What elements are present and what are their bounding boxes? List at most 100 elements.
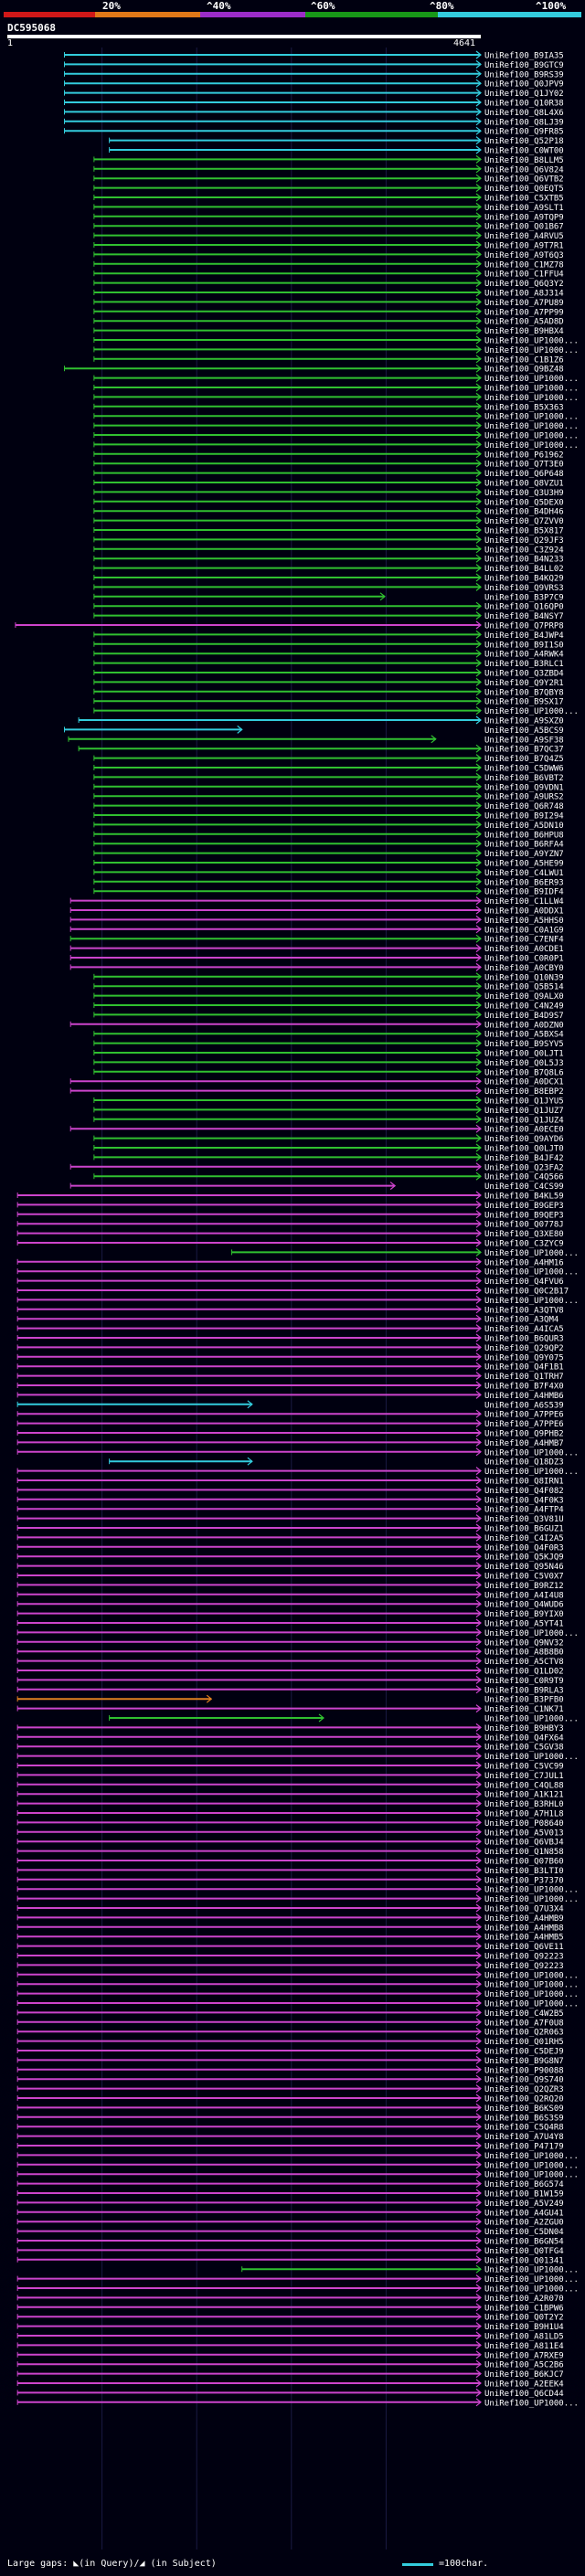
hit-label[interactable]: UniRef100_P37370	[484, 1876, 564, 1885]
hit-label[interactable]: UniRef100_UP1000...	[484, 1990, 579, 1999]
hit-label[interactable]: UniRef100_B9RS39	[484, 70, 564, 80]
hit-label[interactable]: UniRef100_A4HMB7	[484, 1439, 564, 1448]
hit-label[interactable]: UniRef100_A811E4	[484, 2342, 564, 2351]
hit-label[interactable]: UniRef100_B6RFA4	[484, 841, 564, 850]
hit-label[interactable]: UniRef100_Q1JYU5	[484, 1097, 564, 1107]
hit-label[interactable]: UniRef100_B3P7C9	[484, 593, 564, 602]
hit-label[interactable]: UniRef100_C5DEJ9	[484, 2048, 564, 2057]
hit-label[interactable]: UniRef100_A5BCS9	[484, 726, 564, 736]
hit-label[interactable]: UniRef100_C3ZYC9	[484, 1240, 564, 1249]
hit-label[interactable]: UniRef100_B9SYV5	[484, 1040, 564, 1049]
hit-label[interactable]: UniRef100_Q29JF3	[484, 536, 564, 546]
hit-label[interactable]: UniRef100_Q0L5J3	[484, 1059, 564, 1068]
hit-label[interactable]: UniRef100_B6ER93	[484, 878, 564, 887]
hit-label[interactable]: UniRef100_B9I1S0	[484, 641, 564, 650]
hit-label[interactable]: UniRef100_UP1000...	[484, 1715, 579, 1724]
hit-label[interactable]: UniRef100_Q9Y075	[484, 1353, 564, 1362]
hit-label[interactable]: UniRef100_A0DDX1	[484, 907, 564, 917]
hit-label[interactable]: UniRef100_A9SLT1	[484, 204, 564, 213]
hit-label[interactable]: UniRef100_C5Q4R8	[484, 2124, 564, 2133]
hit-label[interactable]: UniRef100_C1B1Z6	[484, 355, 564, 365]
hit-label[interactable]: UniRef100_B3RLC1	[484, 660, 564, 669]
hit-label[interactable]: UniRef100_Q5KJQ9	[484, 1553, 564, 1563]
hit-label[interactable]: UniRef100_B9YIX0	[484, 1610, 564, 1619]
hit-label[interactable]: UniRef100_UP1000...	[484, 1297, 579, 1306]
hit-label[interactable]: UniRef100_A5HE99	[484, 860, 564, 869]
hit-label[interactable]: UniRef100_Q8IRN1	[484, 1478, 564, 1487]
hit-label[interactable]: UniRef100_UP1000...	[484, 1448, 579, 1458]
hit-label[interactable]: UniRef100_Q1JY02	[484, 90, 564, 99]
hit-label[interactable]: UniRef100_Q1LD02	[484, 1668, 564, 1677]
hit-label[interactable]: UniRef100_A4HMB6	[484, 1392, 564, 1401]
hit-label[interactable]: UniRef100_A4RVU5	[484, 232, 564, 241]
hit-label[interactable]: UniRef100_A5BXS4	[484, 1031, 564, 1040]
hit-label[interactable]: UniRef100_UP1000...	[484, 1971, 579, 1980]
hit-label[interactable]: UniRef100_A0DZN0	[484, 1021, 564, 1030]
hit-label[interactable]: UniRef100_Q4FX64	[484, 1733, 564, 1743]
hit-label[interactable]: UniRef100_UP1000...	[484, 422, 579, 431]
hit-label[interactable]: UniRef100_UP1000...	[484, 2275, 579, 2284]
hit-label[interactable]: UniRef100_A4HMB9	[484, 1914, 564, 1924]
hit-label[interactable]: UniRef100_A7PU89	[484, 299, 564, 308]
hit-label[interactable]: UniRef100_P90088	[484, 2066, 564, 2075]
hit-label[interactable]: UniRef100_UP1000...	[484, 707, 579, 716]
hit-label[interactable]: UniRef100_A5HHS0	[484, 917, 564, 926]
hit-label[interactable]: UniRef100_B4NSY7	[484, 612, 564, 621]
hit-label[interactable]: UniRef100_UP1000...	[484, 385, 579, 394]
hit-label[interactable]: UniRef100_Q8L4X6	[484, 109, 564, 118]
hit-label[interactable]: UniRef100_Q16QP0	[484, 603, 564, 612]
hit-label[interactable]: UniRef100_Q1JUZ4	[484, 1116, 564, 1125]
hit-label[interactable]: UniRef100_B8LLM5	[484, 156, 564, 165]
hit-label[interactable]: UniRef100_Q52P18	[484, 137, 564, 146]
hit-label[interactable]: UniRef100_Q6Q3Y2	[484, 280, 564, 289]
hit-label[interactable]: UniRef100_Q7ZVV0	[484, 517, 564, 526]
hit-label[interactable]: UniRef100_B6QUR3	[484, 1335, 564, 1344]
hit-label[interactable]: UniRef100_Q07B60	[484, 1858, 564, 1867]
hit-label[interactable]: UniRef100_B4JWP4	[484, 631, 564, 641]
hit-label[interactable]: UniRef100_Q9FR85	[484, 128, 564, 137]
hit-label[interactable]: UniRef100_UP1000...	[484, 1468, 579, 1477]
hit-label[interactable]: UniRef100_C5GV38	[484, 1744, 564, 1753]
hit-label[interactable]: UniRef100_Q95N46	[484, 1563, 564, 1572]
hit-label[interactable]: UniRef100_Q0JPV9	[484, 80, 564, 90]
hit-label[interactable]: UniRef100_B4N233	[484, 556, 564, 565]
hit-label[interactable]: UniRef100_B7F4X0	[484, 1383, 564, 1392]
hit-label[interactable]: UniRef100_Q01B67	[484, 223, 564, 232]
hit-label[interactable]: UniRef100_B6HPU8	[484, 831, 564, 840]
hit-label[interactable]: UniRef100_C1NK71	[484, 1705, 564, 1714]
hit-label[interactable]: UniRef100_A81LD5	[484, 2333, 564, 2342]
hit-label[interactable]: UniRef100_C1FFU4	[484, 270, 564, 280]
hit-label[interactable]: UniRef100_B9SX17	[484, 698, 564, 707]
hit-label[interactable]: UniRef100_A7RXE9	[484, 2351, 564, 2360]
hit-label[interactable]: UniRef100_UP1000...	[484, 2399, 579, 2408]
hit-label[interactable]: UniRef100_Q6VTB2	[484, 175, 564, 185]
hit-label[interactable]: UniRef100_Q2R063	[484, 2029, 564, 2038]
hit-label[interactable]: UniRef100_B9G8N7	[484, 2057, 564, 2066]
hit-label[interactable]: UniRef100_Q8VZU1	[484, 480, 564, 489]
hit-label[interactable]: UniRef100_UP1000...	[484, 1753, 579, 1762]
hit-label[interactable]: UniRef100_B4KL59	[484, 1193, 564, 1202]
hit-label[interactable]: UniRef100_UP1000...	[484, 394, 579, 403]
hit-label[interactable]: UniRef100_Q1JUZ7	[484, 1107, 564, 1116]
hit-label[interactable]: UniRef100_A2R070	[484, 2295, 564, 2304]
hit-label[interactable]: UniRef100_C1MZ78	[484, 260, 564, 270]
hit-label[interactable]: UniRef100_A9YZN7	[484, 850, 564, 859]
hit-label[interactable]: UniRef100_C5VC99	[484, 1763, 564, 1772]
hit-label[interactable]: UniRef100_A7F0U8	[484, 2019, 564, 2028]
hit-label[interactable]: UniRef100_UP1000...	[484, 2000, 579, 2009]
hit-label[interactable]: UniRef100_A4FTP4	[484, 1506, 564, 1515]
hit-label[interactable]: UniRef100_B8EBP2	[484, 1087, 564, 1097]
hit-label[interactable]: UniRef100_UP1000...	[484, 1895, 579, 1904]
hit-label[interactable]: UniRef100_UP1000...	[484, 2171, 579, 2180]
hit-label[interactable]: UniRef100_C5V0X7	[484, 1573, 564, 1582]
hit-label[interactable]: UniRef100_B9IDF4	[484, 888, 564, 897]
hit-label[interactable]: UniRef100_A4I4U8	[484, 1591, 564, 1600]
hit-label[interactable]: UniRef100_B9RZ12	[484, 1582, 564, 1591]
hit-label[interactable]: UniRef100_UP1000...	[484, 346, 579, 355]
hit-label[interactable]: UniRef100_Q0TFG4	[484, 2247, 564, 2256]
hit-label[interactable]: UniRef100_A0CBY0	[484, 964, 564, 973]
hit-label[interactable]: UniRef100_Q5DEX0	[484, 498, 564, 507]
hit-label[interactable]: UniRef100_Q6V824	[484, 165, 564, 175]
hit-label[interactable]: UniRef100_C5XTB5	[484, 195, 564, 204]
hit-label[interactable]: UniRef100_Q1N858	[484, 1848, 564, 1857]
